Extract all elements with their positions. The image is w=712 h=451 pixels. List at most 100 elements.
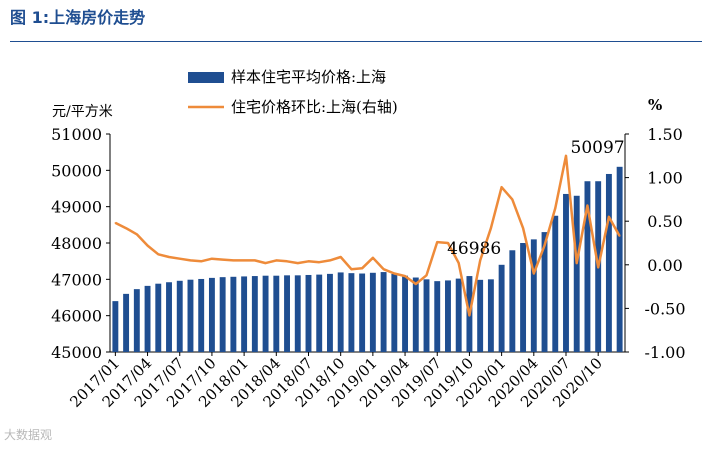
line-point <box>168 256 170 258</box>
bar <box>455 278 462 352</box>
bar <box>316 274 323 352</box>
line-point <box>211 257 213 260</box>
legend-bar-swatch <box>188 72 224 83</box>
bar <box>498 264 505 352</box>
line-point <box>457 262 460 264</box>
line-point <box>361 267 363 270</box>
bar <box>133 289 140 352</box>
bar <box>552 215 559 352</box>
line-point <box>468 314 471 317</box>
line-point <box>200 260 202 263</box>
y-right-tick-label: -0.50 <box>644 299 685 318</box>
line-point <box>254 259 256 262</box>
bar <box>123 293 130 352</box>
line-point <box>382 268 385 270</box>
data-label: 50097 <box>571 138 625 158</box>
line-point <box>189 259 192 262</box>
y-left-unit: 元/平方米 <box>52 104 113 120</box>
y-left-tick-label: 47000 <box>51 270 102 289</box>
axes <box>106 133 629 356</box>
bar <box>337 272 344 352</box>
bar <box>369 272 376 352</box>
line-point <box>372 257 374 259</box>
bar <box>509 250 516 352</box>
bar <box>412 277 419 352</box>
line-point <box>114 222 117 224</box>
bar <box>305 274 312 352</box>
line-point <box>232 259 235 262</box>
bar <box>166 282 172 352</box>
line-point <box>447 242 449 244</box>
line-point <box>618 235 621 237</box>
bar <box>380 272 387 352</box>
line-point <box>136 233 138 236</box>
line-point <box>425 274 428 277</box>
bar <box>155 283 162 352</box>
bar <box>144 285 151 352</box>
line-point <box>318 261 321 263</box>
line-point <box>221 258 224 261</box>
bar <box>187 279 194 352</box>
bar <box>520 243 527 352</box>
line-point <box>178 257 181 260</box>
bar <box>541 232 548 352</box>
line-point <box>543 244 546 247</box>
line-point <box>296 262 299 264</box>
bar <box>208 277 215 352</box>
y-left-tick-label: 49000 <box>51 198 102 217</box>
bar <box>445 280 451 352</box>
line-point <box>329 259 331 262</box>
line-point <box>575 262 578 264</box>
data-label: 46986 <box>447 239 501 259</box>
y-right-tick-label: 1.50 <box>647 125 683 144</box>
bar <box>563 193 569 352</box>
line-point <box>243 259 245 262</box>
bar <box>573 195 580 352</box>
y-right-tick-label: 0.50 <box>647 212 683 231</box>
bar <box>434 281 441 352</box>
y-left-tick-label: 51000 <box>51 125 102 144</box>
line-point <box>490 227 492 229</box>
y-left-tick-label: 46000 <box>51 307 102 326</box>
line-point <box>275 259 278 262</box>
line-point <box>157 253 160 256</box>
line-point <box>533 272 535 275</box>
bar <box>176 280 183 352</box>
line-point <box>479 259 481 262</box>
line-point <box>350 268 353 270</box>
line-point <box>393 272 396 275</box>
bar <box>219 277 226 352</box>
y-left-tick-label: 45000 <box>51 343 102 362</box>
y-right-unit: % <box>648 96 662 114</box>
line-point <box>146 244 149 247</box>
bar <box>198 278 205 352</box>
line-point <box>511 198 514 201</box>
bar <box>112 301 119 352</box>
bar <box>605 173 612 352</box>
line-point <box>307 260 310 263</box>
line-path <box>114 154 621 317</box>
line-point <box>264 262 267 264</box>
line-point <box>414 283 417 285</box>
line-point <box>404 275 406 277</box>
y-right-tick-label: 1.00 <box>647 169 683 188</box>
line-point <box>286 260 288 263</box>
bar <box>487 279 494 352</box>
bar <box>273 275 280 352</box>
bar <box>262 275 269 352</box>
bar <box>477 279 484 352</box>
bar <box>616 166 623 352</box>
bar <box>348 273 355 352</box>
bar <box>359 273 366 352</box>
bar <box>391 273 398 352</box>
bar <box>284 275 290 352</box>
bar <box>326 273 333 352</box>
bar <box>241 276 248 352</box>
legend: 样本住宅平均价格:上海 住宅价格环比:上海(右轴) <box>188 68 398 116</box>
line-point <box>522 227 524 229</box>
bar <box>230 276 237 352</box>
bar <box>530 239 537 352</box>
y-left-tick-label: 50000 <box>51 161 102 180</box>
line-point <box>554 207 557 209</box>
